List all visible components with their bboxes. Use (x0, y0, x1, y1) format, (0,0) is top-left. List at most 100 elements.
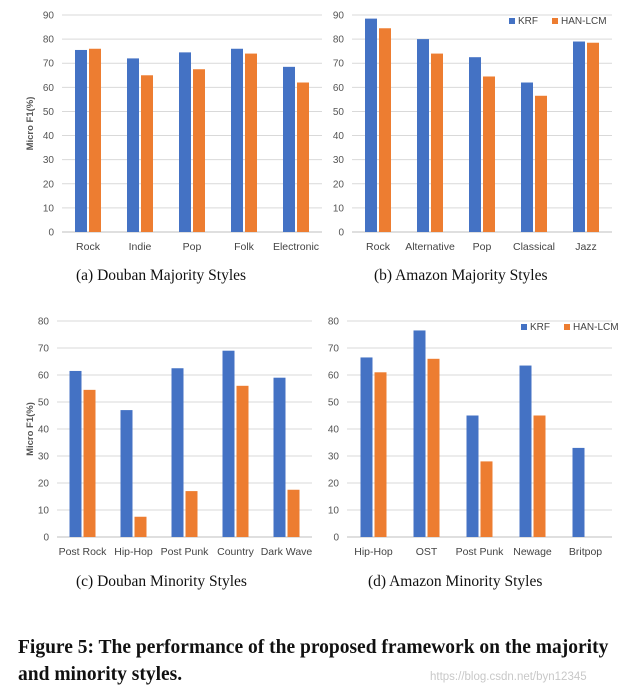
bar-krf (120, 410, 133, 537)
y-tick-label: 50 (328, 398, 340, 409)
bar-krf (69, 370, 82, 537)
bar-krf (466, 415, 479, 537)
y-tick-label: 50 (38, 398, 50, 409)
bar-krf (519, 365, 532, 537)
y-tick-label: 20 (43, 179, 55, 190)
bar-han-lcm (297, 82, 309, 232)
y-tick-label: 50 (333, 107, 345, 118)
y-tick-label: 50 (43, 107, 55, 118)
bar-han-lcm (141, 75, 153, 233)
sub-caption: (d) Amazon Minority Styles (368, 573, 542, 590)
y-tick-label: 80 (328, 317, 340, 328)
y-tick-label: 40 (38, 425, 50, 436)
bar-krf (171, 368, 184, 537)
bar-krf (417, 39, 429, 232)
legend-label-han-lcm: HAN-LCM (561, 16, 607, 27)
x-tick-label: OST (416, 546, 438, 558)
bar-han-lcm (83, 389, 96, 537)
y-tick-label: 30 (333, 155, 345, 166)
y-tick-label: 20 (328, 479, 340, 490)
bar-han-lcm (236, 385, 249, 537)
y-tick-label: 30 (43, 155, 55, 166)
bar-krf (521, 82, 533, 232)
x-tick-label: Rock (366, 241, 391, 253)
bar-han-lcm (480, 461, 493, 537)
chart-douban-majority: 0 10 20 30 40 50 60 70 80 90 Micro F1(%) Rock Indie P… (25, 11, 322, 284)
bar-han-lcm (245, 53, 257, 233)
x-tick-label: Post Rock (59, 546, 108, 558)
legend-label-krf: KRF (518, 16, 538, 27)
bar-han-lcm (587, 42, 599, 232)
bar-krf (365, 18, 377, 232)
y-tick-label: 20 (38, 479, 50, 490)
y-tick-label: 70 (328, 344, 340, 355)
bar-krf (573, 41, 585, 233)
bar-krf (273, 377, 286, 537)
y-tick-label: 40 (328, 425, 340, 436)
y-tick-label: 70 (43, 59, 55, 70)
y-axis-label: Micro F1(%) (25, 402, 36, 456)
bar-krf (179, 52, 191, 232)
bar-krf (75, 49, 87, 232)
y-tick-label: 60 (38, 371, 50, 382)
bar-krf (222, 350, 235, 537)
y-tick-label: 0 (333, 533, 339, 544)
y-axis-label: Micro F1(%) (25, 97, 36, 151)
x-tick-label: Britpop (569, 546, 602, 558)
bar-han-lcm (374, 372, 387, 537)
y-tick-label: 80 (38, 317, 50, 328)
y-tick-label: 40 (333, 131, 345, 142)
x-tick-label: Pop (473, 241, 492, 253)
bar-han-lcm (427, 358, 440, 537)
x-tick-label: Post Punk (456, 546, 505, 558)
x-tick-label: Electronic (273, 241, 319, 253)
x-tick-label: Newage (513, 546, 552, 558)
chart-amazon-majority: 0 10 20 30 40 50 60 70 80 90 Rock Alternative Pop Cla… (333, 11, 612, 284)
legend-label-krf: KRF (530, 322, 550, 333)
bar-krf (469, 57, 481, 232)
x-tick-label: Hip-Hop (114, 546, 153, 558)
y-tick-label: 0 (338, 228, 344, 239)
y-tick-label: 10 (38, 506, 50, 517)
bar-han-lcm (185, 491, 198, 537)
y-tick-label: 70 (333, 59, 345, 70)
x-tick-label: Indie (129, 241, 152, 253)
bar-han-lcm (193, 69, 205, 232)
legend-swatch-krf (509, 18, 515, 24)
chart-amazon-minority: 0 10 20 30 40 50 60 70 80 Hip-Hop OST Post Punk Newa… (328, 317, 619, 591)
y-tick-label: 60 (328, 371, 340, 382)
x-tick-label: Alternative (405, 241, 455, 253)
watermark: https://blog.csdn.net/byn12345 (430, 671, 587, 683)
bar-krf (231, 48, 243, 232)
bar-han-lcm (379, 28, 391, 233)
y-tick-label: 10 (333, 203, 345, 214)
bar-han-lcm (431, 53, 443, 233)
y-tick-label: 0 (43, 533, 49, 544)
sub-caption: (c) Douban Minority Styles (76, 573, 247, 590)
x-tick-label: Rock (76, 241, 101, 253)
y-tick-label: 30 (328, 452, 340, 463)
y-tick-label: 40 (43, 131, 55, 142)
legend-swatch-krf (521, 324, 527, 330)
x-tick-label: Folk (234, 241, 255, 253)
x-tick-label: Dark Wave (261, 546, 313, 558)
legend-label-han-lcm: HAN-LCM (573, 322, 619, 333)
bar-krf (127, 58, 139, 233)
bar-krf (572, 447, 585, 537)
y-tick-label: 60 (43, 83, 55, 94)
x-tick-label: Post Punk (161, 546, 210, 558)
y-tick-label: 70 (38, 344, 50, 355)
legend-swatch-han-lcm (564, 324, 570, 330)
figure-caption: Figure 5: The performance of the propose… (18, 637, 609, 685)
bar-han-lcm (533, 415, 546, 537)
sub-caption: (a) Douban Majority Styles (76, 267, 246, 284)
y-tick-label: 0 (48, 228, 54, 239)
bar-han-lcm (134, 516, 147, 537)
bar-han-lcm (287, 489, 300, 537)
y-tick-label: 20 (333, 179, 345, 190)
y-tick-label: 10 (328, 506, 340, 517)
sub-caption: (b) Amazon Majority Styles (374, 267, 548, 284)
legend-swatch-han-lcm (552, 18, 558, 24)
x-tick-label: Country (217, 546, 255, 558)
bar-krf (360, 357, 373, 537)
